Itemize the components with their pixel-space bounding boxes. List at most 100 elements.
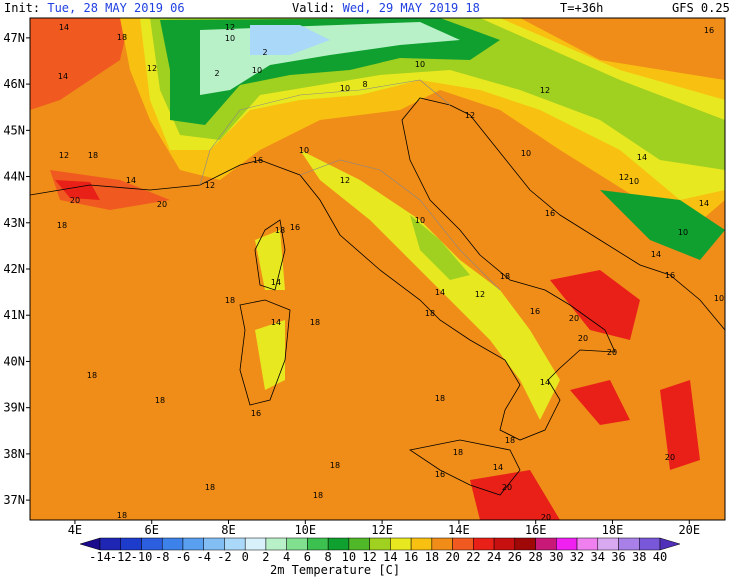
- contour-label: 16: [251, 409, 261, 418]
- x-tick-label: 10E: [294, 523, 316, 537]
- y-tick-label: 43N: [3, 216, 25, 230]
- x-tick-label: 14E: [448, 523, 470, 537]
- forecast-step: T=+36h: [560, 1, 603, 15]
- colorbar-segment: [161, 537, 184, 551]
- contour-label: 20: [665, 453, 675, 462]
- colorbar-tick-label: 18: [425, 550, 439, 564]
- y-tick-label: 42N: [3, 262, 25, 276]
- header: Valid: Wed, 29 MAY 2019 18: [292, 1, 480, 15]
- contour-label: 18: [313, 491, 323, 500]
- x-tick-label: 4E: [68, 523, 82, 537]
- colorbar-tick-label: 30: [549, 550, 563, 564]
- x-tick-label: 12E: [371, 523, 393, 537]
- colorbar-segment: [224, 537, 246, 551]
- colorbar-segment: [348, 537, 370, 551]
- contour-label: 18: [117, 33, 127, 42]
- contour-label: 10: [340, 84, 350, 93]
- colorbar-tick-label: -2: [217, 550, 231, 564]
- init-time: Tue, 28 MAY 2019 06: [47, 1, 184, 15]
- y-tick-label: 40N: [3, 354, 25, 368]
- contour-label: 16: [545, 209, 555, 218]
- contour-label: 14: [637, 153, 647, 162]
- colorbar-segment: [369, 537, 391, 551]
- colorbar-tick-label: 38: [632, 550, 646, 564]
- contour-label: 12: [147, 64, 157, 73]
- contour-label: 10: [521, 149, 531, 158]
- contour-label: 12: [465, 111, 475, 120]
- cold-area: [600, 190, 725, 260]
- contour-label: 10: [252, 66, 262, 75]
- y-tick-label: 41N: [3, 308, 25, 322]
- y-tick-label: 45N: [3, 123, 25, 137]
- contour-label: 12: [225, 23, 235, 32]
- colorbar-tick-label: 6: [304, 550, 311, 564]
- contour-label: 18: [275, 226, 285, 235]
- colorbar-tick-label: 40: [653, 550, 667, 564]
- map-field: [30, 18, 725, 520]
- colorbar-tick-label: 20: [445, 550, 459, 564]
- colorbar-tick-label: 10: [342, 550, 356, 564]
- contour-label: 14: [435, 288, 445, 297]
- contour-label: 14: [126, 176, 136, 185]
- y-tick-label: 46N: [3, 77, 25, 91]
- valid-label: Valid:: [292, 1, 335, 15]
- colorbar-tick-label: 4: [283, 550, 290, 564]
- contour-label: 10: [678, 228, 688, 237]
- contour-label: 18: [500, 272, 510, 281]
- coastlines: [30, 97, 725, 496]
- colorbar-segment: [514, 537, 536, 551]
- colorbar-tick-label: -12: [110, 550, 132, 564]
- contour-label: 20: [578, 334, 588, 343]
- colorbar-segment: [120, 537, 142, 551]
- colorbar-tick-label: 12: [362, 550, 376, 564]
- hot-area: [550, 270, 640, 340]
- y-tick-label: 39N: [3, 401, 25, 415]
- hot-area: [660, 380, 700, 470]
- colorbar-tick-label: 8: [325, 550, 332, 564]
- colorbar-segment: [265, 537, 287, 551]
- x-tick-label: 6E: [144, 523, 158, 537]
- contour-label: 20: [157, 200, 167, 209]
- colorbar-tick-label: 34: [591, 550, 605, 564]
- colorbar-tick-label: 0: [242, 550, 249, 564]
- colorbar-segment: [493, 537, 516, 551]
- colorbar-segment: [597, 537, 619, 551]
- contour-label: 14: [651, 250, 661, 259]
- colorbar-tick-label: 2: [262, 550, 269, 564]
- model-name: GFS 0.25: [672, 1, 730, 15]
- contour-label: 18: [453, 448, 463, 457]
- colorbar-segment: [452, 537, 474, 551]
- header: Init: Tue, 28 MAY 2019 06: [4, 1, 185, 15]
- island-cool: [255, 320, 285, 390]
- contour-label: 18: [117, 511, 127, 520]
- colorbar-segment: [556, 537, 578, 551]
- contour-label: 12: [540, 86, 550, 95]
- apennines: [300, 150, 560, 420]
- contour-label: 18: [155, 396, 165, 405]
- colorbar-tick-label: 26: [508, 550, 522, 564]
- contour-label: 14: [493, 463, 503, 472]
- colorbar-high: [659, 537, 681, 551]
- colorbar-tick-label: -14: [89, 550, 111, 564]
- contour-label: 16: [665, 271, 675, 280]
- apennines: [410, 215, 470, 280]
- contour-label: 14: [271, 278, 281, 287]
- colorbar-tick-label: -4: [196, 550, 210, 564]
- colorbar-tick-label: 32: [570, 550, 584, 564]
- y-tick-label: 38N: [3, 447, 25, 461]
- contour-label: 10: [629, 177, 639, 186]
- contour-label: 18: [88, 151, 98, 160]
- x-tick-label: 18E: [602, 523, 624, 537]
- y-tick-label: 37N: [3, 493, 25, 507]
- contour-label: 18: [310, 318, 320, 327]
- hot-area: [470, 470, 560, 520]
- contour-label: 2: [214, 69, 219, 78]
- contour-label: 18: [435, 394, 445, 403]
- hot-area: [570, 380, 630, 425]
- colorbar-tick-label: 36: [611, 550, 625, 564]
- contour-label: 12: [205, 181, 215, 190]
- contour-label: 10: [299, 146, 309, 155]
- contour-label: 14: [59, 23, 69, 32]
- contour-label: 16: [290, 223, 300, 232]
